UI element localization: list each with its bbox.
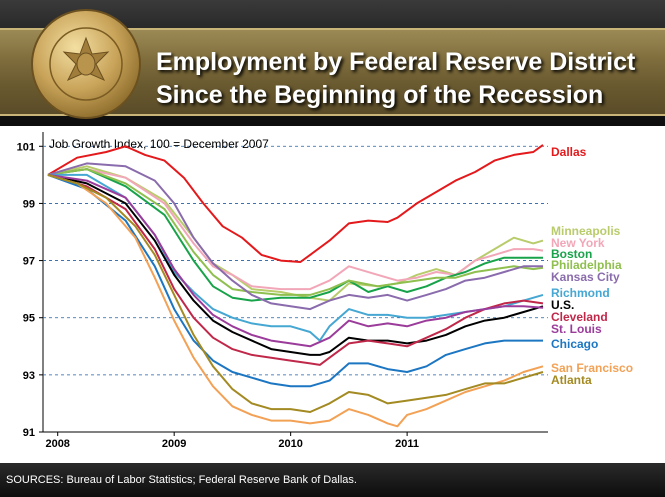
series-label-u-s-: U.S. bbox=[551, 298, 574, 312]
series-line-minneapolis bbox=[47, 165, 544, 302]
y-tick-label: 95 bbox=[23, 313, 35, 325]
series-line-san-francisco bbox=[47, 173, 544, 428]
title-line-2: Since the Beginning of the Recession bbox=[156, 81, 604, 109]
series-line-philadelphia bbox=[47, 168, 544, 296]
series-label-philadelphia: Philadelphia bbox=[551, 258, 622, 272]
series-line-u-s- bbox=[47, 173, 544, 356]
series-line-kansas-city bbox=[47, 162, 543, 311]
series-label-chicago: Chicago bbox=[551, 337, 598, 351]
series-label-cleveland: Cleveland bbox=[551, 310, 608, 324]
y-tick-label: 97 bbox=[23, 256, 35, 268]
series-label-kansas-city: Kansas City bbox=[551, 270, 620, 284]
page-title: Employment by Federal Reserve District S… bbox=[156, 46, 656, 112]
series-line-boston bbox=[47, 168, 543, 302]
header-banner: Employment by Federal Reserve District S… bbox=[0, 0, 665, 126]
series-label-san-francisco: San Francisco bbox=[551, 361, 633, 375]
federal-reserve-seal bbox=[31, 9, 141, 119]
y-tick-label: 101 bbox=[17, 141, 35, 153]
footer-bar: SOURCES: Bureau of Labor Statistics; Fed… bbox=[0, 463, 665, 497]
source-note: SOURCES: Bureau of Labor Statistics; Fed… bbox=[6, 474, 357, 486]
employment-line-chart: 101 99 97 95 93 91 2008 2009 2010 2011 Job Growth … bbox=[17, 132, 633, 450]
series-line-dallas bbox=[47, 144, 544, 263]
series-label-boston: Boston bbox=[551, 247, 592, 261]
series-label-dallas: Dallas bbox=[551, 145, 587, 159]
y-tick-label: 93 bbox=[23, 370, 35, 382]
x-tick-label: 2009 bbox=[162, 438, 186, 450]
x-tick-label: 2010 bbox=[278, 438, 302, 450]
series-label-minneapolis: Minneapolis bbox=[551, 224, 621, 238]
series-line-cleveland bbox=[47, 173, 544, 366]
x-tick-label: 2008 bbox=[45, 438, 69, 450]
series-line-atlanta bbox=[47, 173, 544, 413]
series-line-st-louis bbox=[47, 173, 544, 348]
y-tick-label: 91 bbox=[23, 427, 35, 439]
series-label-st-louis: St. Louis bbox=[551, 322, 602, 336]
series-label-atlanta: Atlanta bbox=[551, 373, 592, 387]
chart-subtitle: Job Growth Index, 100 = December 2007 bbox=[49, 137, 269, 151]
header-top-rule bbox=[0, 28, 665, 30]
series-line-chicago bbox=[47, 173, 543, 388]
x-tick-label: 2011 bbox=[395, 438, 419, 450]
y-tick-label: 99 bbox=[23, 198, 35, 210]
series-line-new-york bbox=[47, 168, 544, 291]
header-bottom-rule bbox=[0, 114, 665, 116]
title-line-1: Employment by Federal Reserve District bbox=[156, 48, 636, 76]
series-label-richmond: Richmond bbox=[551, 286, 610, 300]
series-label-new-york: New York bbox=[551, 236, 605, 250]
